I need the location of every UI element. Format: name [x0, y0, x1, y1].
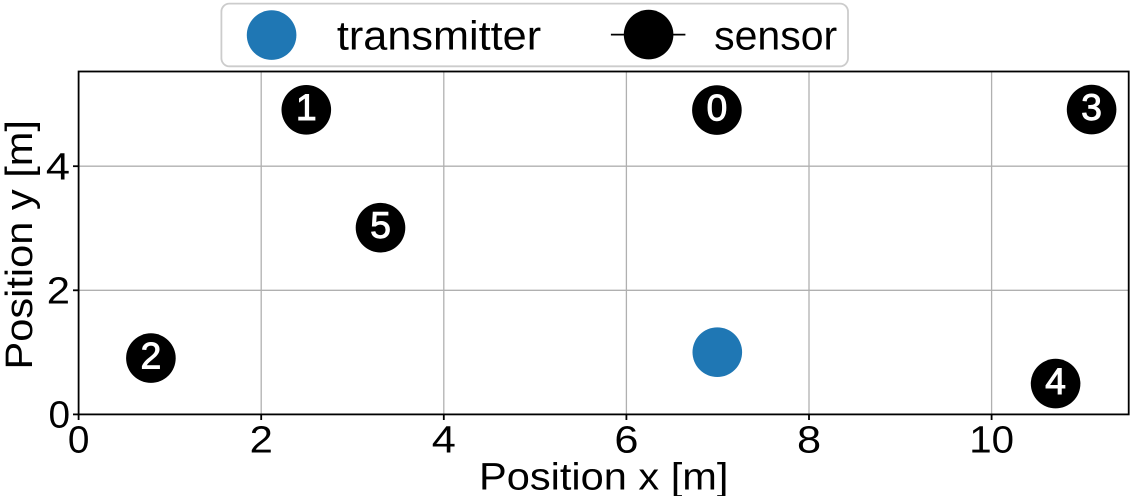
svg-text:2: 2: [47, 270, 70, 312]
svg-text:6: 6: [614, 418, 638, 461]
svg-text:0: 0: [706, 86, 727, 128]
svg-text:Position x [m]: Position x [m]: [479, 456, 728, 496]
svg-text:5: 5: [370, 204, 391, 246]
svg-text:0: 0: [48, 394, 70, 437]
svg-text:2: 2: [250, 419, 273, 461]
svg-text:1: 1: [296, 86, 317, 128]
svg-text:10: 10: [969, 419, 1014, 461]
svg-text:Position y [m]: Position y [m]: [0, 120, 40, 369]
svg-text:transmitter: transmitter: [337, 12, 541, 58]
svg-text:4: 4: [1045, 360, 1066, 402]
svg-text:2: 2: [140, 334, 161, 376]
svg-text:4: 4: [432, 418, 456, 461]
svg-text:8: 8: [797, 418, 821, 461]
svg-text:3: 3: [1081, 86, 1102, 128]
svg-text:4: 4: [46, 145, 70, 188]
svg-text:0: 0: [68, 419, 90, 462]
svg-text:sensor: sensor: [714, 12, 837, 58]
